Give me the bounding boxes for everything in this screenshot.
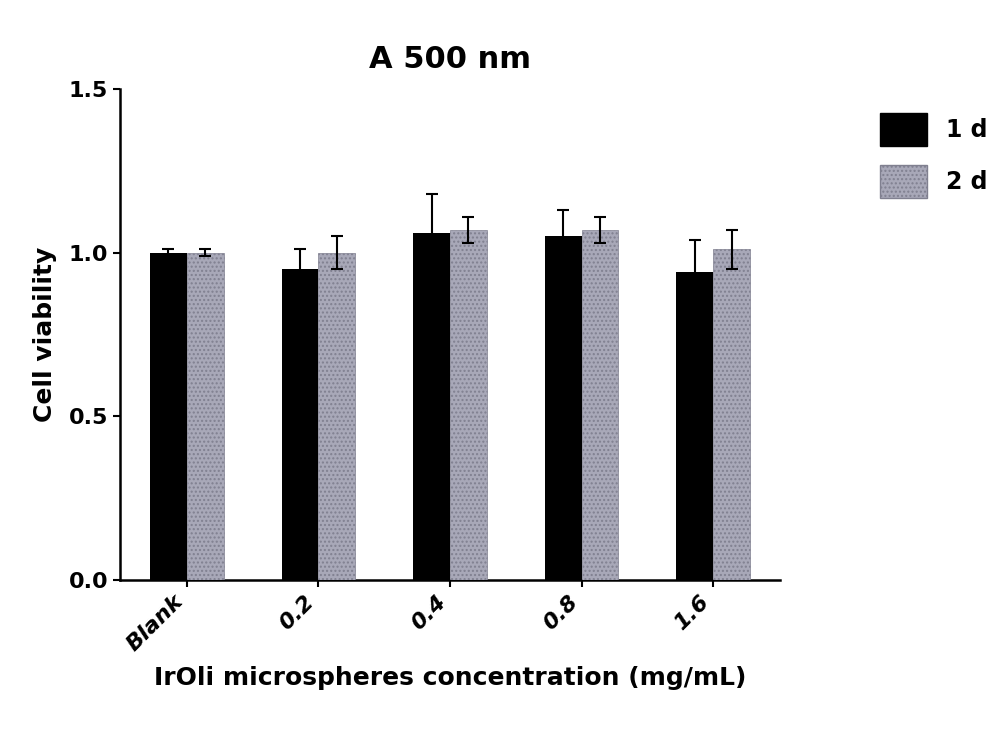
Bar (282, 269, 318, 580)
Legend: 1 d, 2 d: 1 d, 2 d (868, 101, 999, 210)
Bar (582, 230, 618, 580)
X-axis label: IrOli microspheres concentration (mg/mL): IrOli microspheres concentration (mg/mL) (154, 666, 746, 690)
Bar (676, 272, 713, 580)
Title: A 500 nm: A 500 nm (369, 45, 531, 74)
Bar (318, 253, 355, 580)
Bar (713, 250, 750, 580)
Bar (545, 236, 582, 580)
Bar (150, 253, 187, 580)
Y-axis label: Cell viability: Cell viability (33, 247, 57, 422)
Bar (450, 230, 487, 580)
Bar (413, 233, 450, 580)
Bar (187, 253, 224, 580)
